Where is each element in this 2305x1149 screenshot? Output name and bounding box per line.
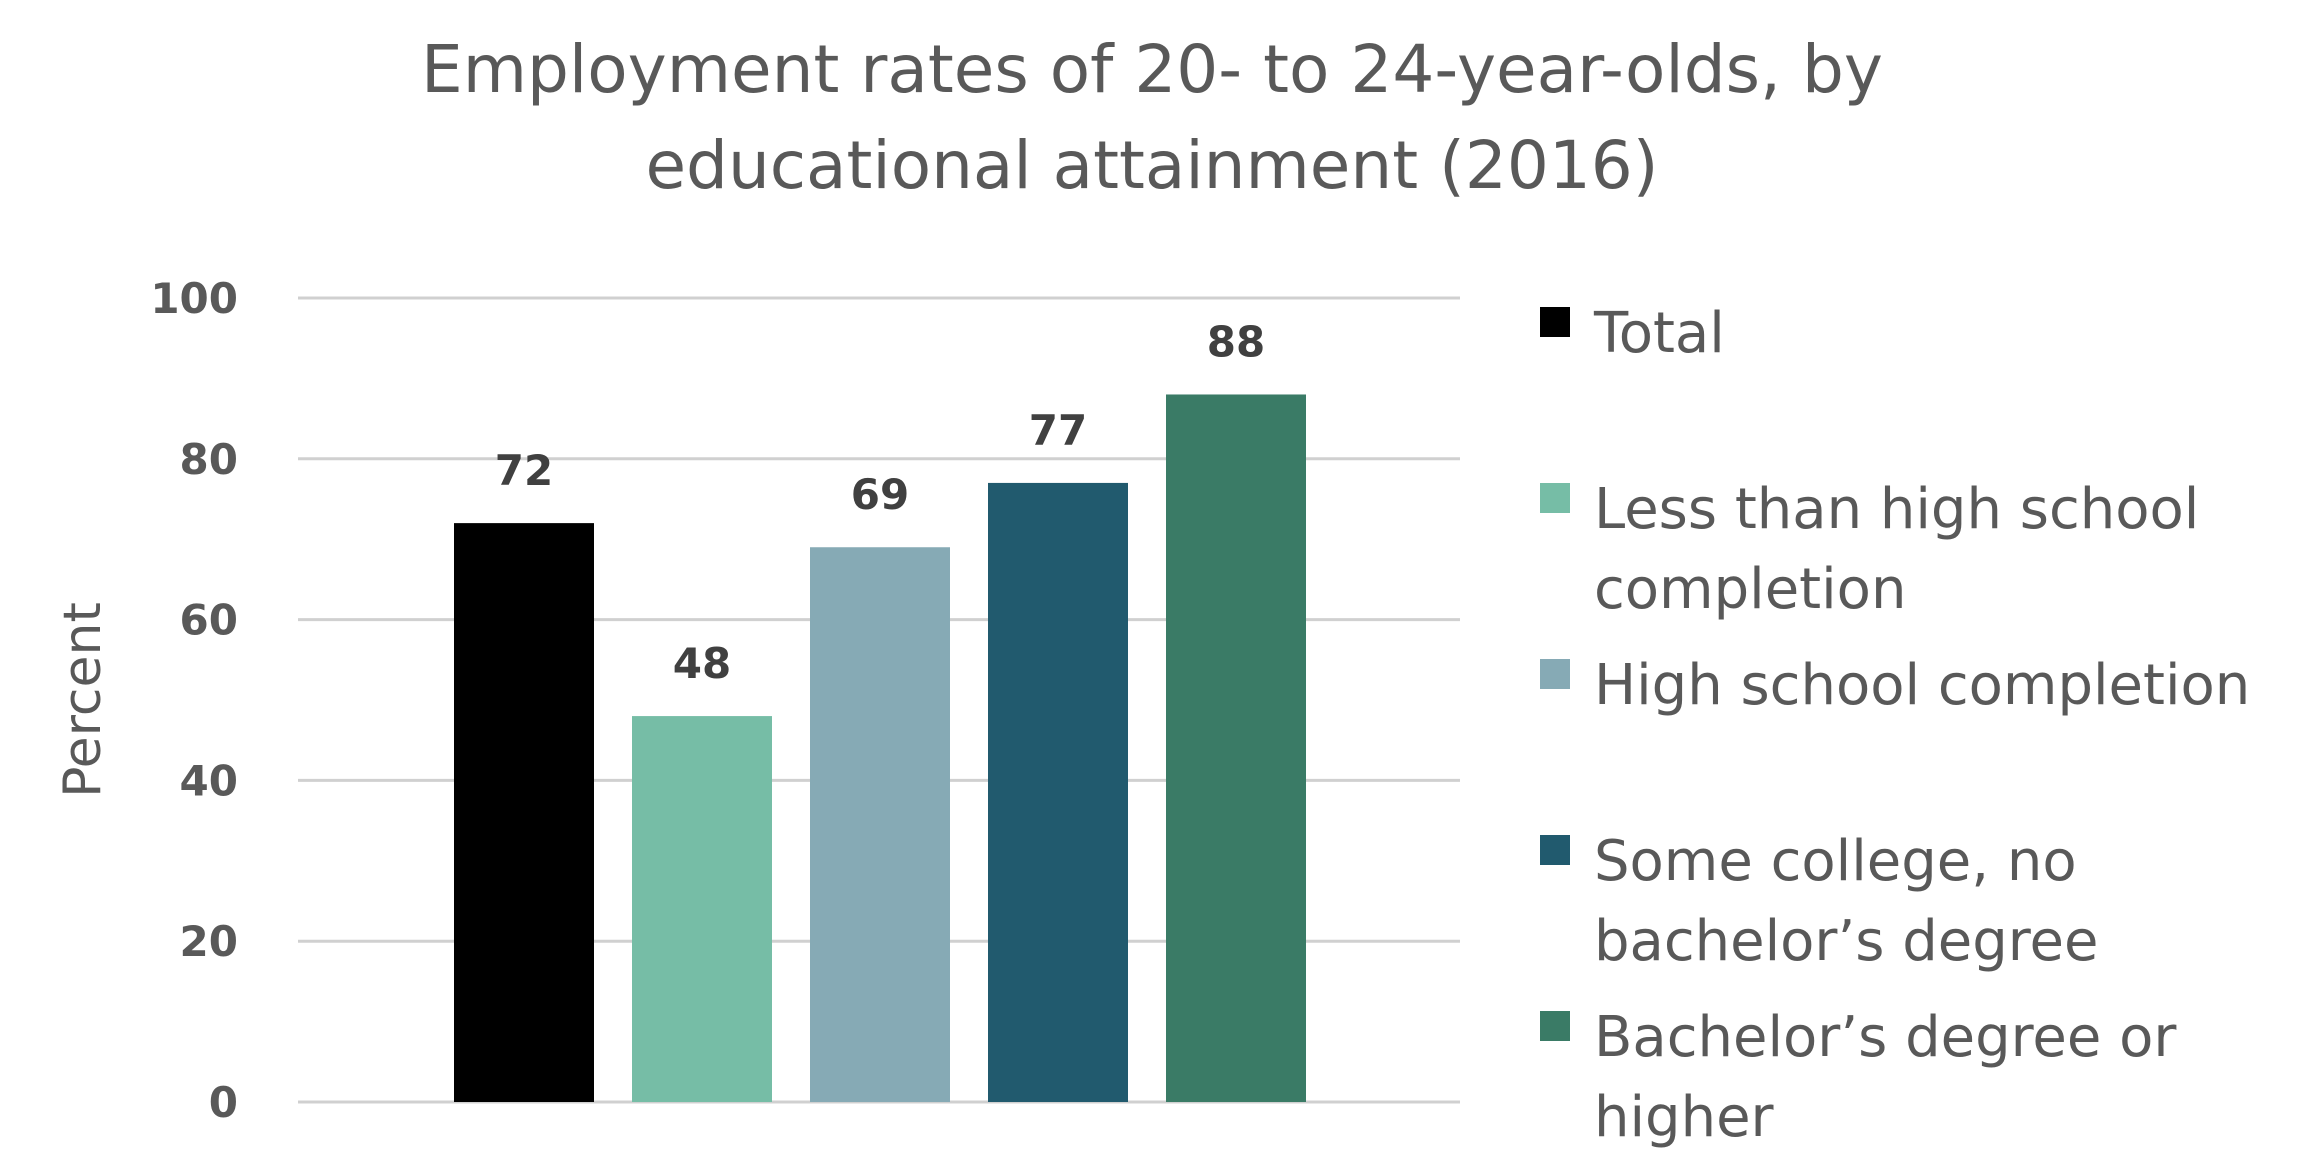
y-tick-label: 40 <box>180 756 238 805</box>
chart-title-line-2: educational attainment (2016) <box>645 127 1658 204</box>
legend-label: bachelor’s degree <box>1594 909 2098 974</box>
bar <box>810 547 950 1102</box>
legend-swatch <box>1540 835 1570 865</box>
legend-label: Total <box>1593 301 1725 366</box>
bars <box>454 394 1306 1103</box>
y-tick-label: 0 <box>209 1078 238 1127</box>
legend-item: Total <box>1540 301 1725 366</box>
legend-item: Some college, no bachelor’s degree <box>1540 829 2098 974</box>
chart-title: Employment rates of 20- to 24-year-olds,… <box>421 31 1883 204</box>
legend-label: completion <box>1594 557 1906 622</box>
legend-label: Less than high school <box>1594 477 2199 542</box>
data-label: 72 <box>495 446 553 495</box>
legend-label: High school completion <box>1594 653 2250 718</box>
data-label: 69 <box>851 470 909 519</box>
bar <box>454 523 594 1102</box>
y-tick-label: 20 <box>180 917 238 966</box>
legend: Total Less than high school completion High… <box>1540 301 2250 1149</box>
y-tick-label: 100 <box>150 274 238 323</box>
y-tick-label: 80 <box>180 435 238 484</box>
data-label: 77 <box>1029 406 1087 455</box>
legend-item: Bachelor’s degree or higher <box>1540 1005 2177 1149</box>
legend-item: High school completion <box>1540 653 2250 718</box>
legend-label: Some college, no <box>1594 829 2077 894</box>
legend-item: Less than high school completion <box>1540 477 2199 622</box>
y-tick-label: 60 <box>180 596 238 645</box>
data-label: 48 <box>673 639 731 688</box>
data-label: 88 <box>1207 317 1265 366</box>
legend-swatch <box>1540 1011 1570 1041</box>
legend-label: Bachelor’s degree or <box>1594 1005 2177 1070</box>
bar <box>1166 394 1306 1103</box>
legend-swatch <box>1540 659 1570 689</box>
y-axis-ticks: 0 20 40 60 80 100 <box>150 274 238 1127</box>
legend-swatch <box>1540 307 1570 337</box>
legend-swatch <box>1540 483 1570 513</box>
y-axis-label: Percent <box>53 602 113 798</box>
bar <box>632 716 772 1102</box>
legend-label: higher <box>1594 1085 1775 1149</box>
bar <box>988 482 1128 1102</box>
chart-title-line-1: Employment rates of 20- to 24-year-olds,… <box>421 31 1883 108</box>
data-labels: 72 48 69 77 88 <box>495 317 1265 688</box>
